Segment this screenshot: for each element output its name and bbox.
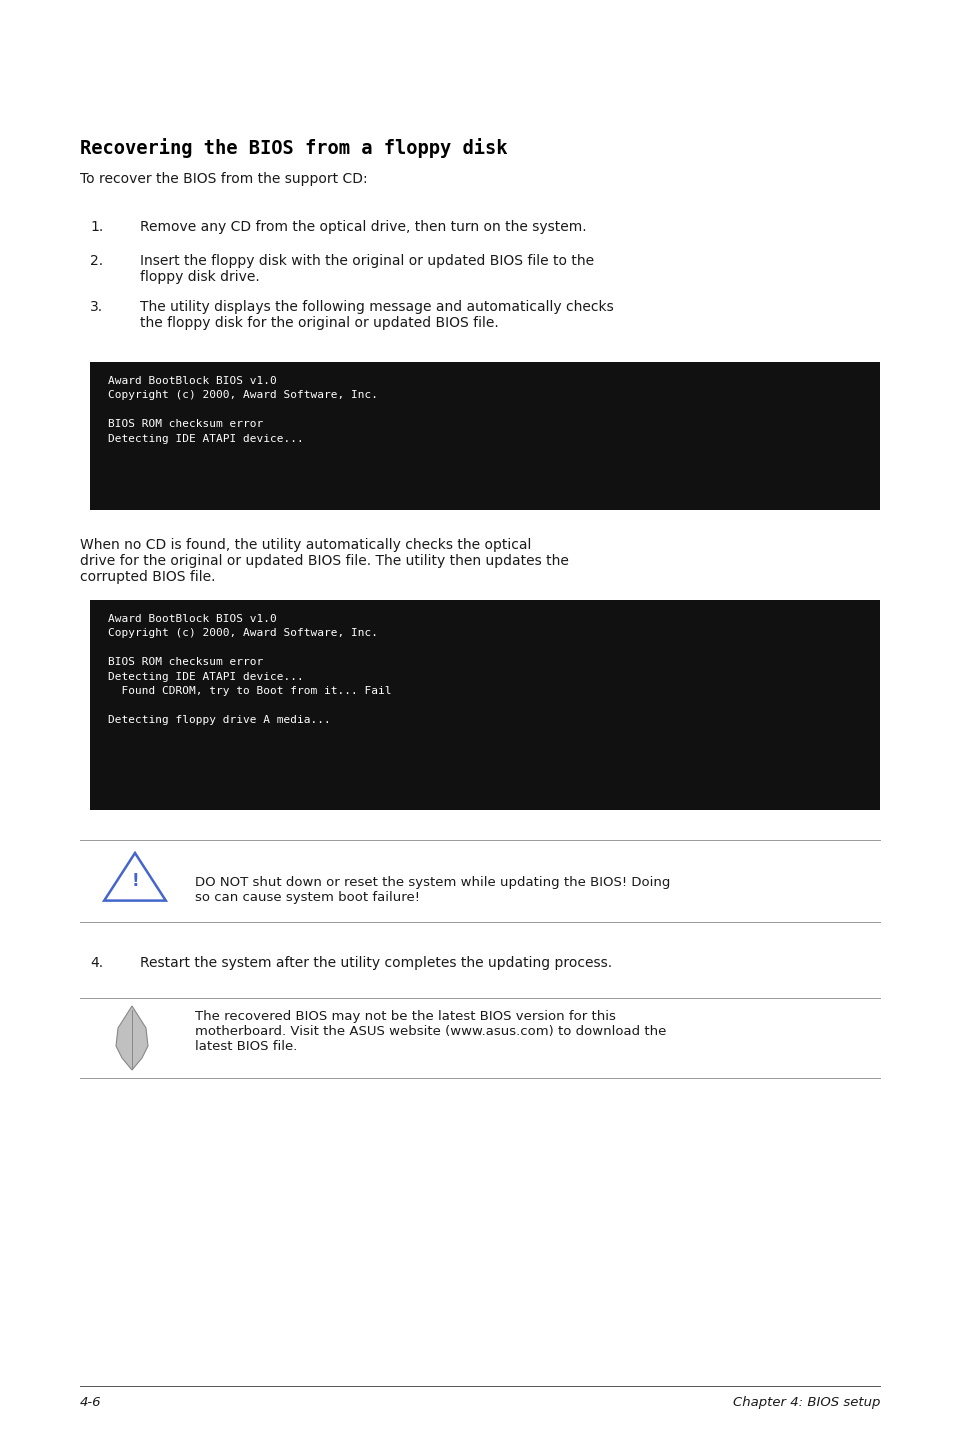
- Text: The recovered BIOS may not be the latest BIOS version for this
motherboard. Visi: The recovered BIOS may not be the latest…: [194, 1009, 666, 1053]
- Text: Insert the floppy disk with the original or updated BIOS file to the
floppy disk: Insert the floppy disk with the original…: [140, 255, 594, 285]
- Text: 4.: 4.: [90, 956, 103, 971]
- Polygon shape: [116, 1007, 148, 1070]
- FancyBboxPatch shape: [90, 362, 879, 510]
- Text: 1.: 1.: [90, 220, 103, 234]
- Polygon shape: [104, 853, 166, 900]
- Text: Award BootBlock BIOS v1.0
Copyright (c) 2000, Award Software, Inc.

BIOS ROM che: Award BootBlock BIOS v1.0 Copyright (c) …: [108, 614, 391, 725]
- Text: Remove any CD from the optical drive, then turn on the system.: Remove any CD from the optical drive, th…: [140, 220, 586, 234]
- Text: When no CD is found, the utility automatically checks the optical
drive for the : When no CD is found, the utility automat…: [80, 538, 568, 584]
- Text: To recover the BIOS from the support CD:: To recover the BIOS from the support CD:: [80, 173, 367, 186]
- Text: Restart the system after the utility completes the updating process.: Restart the system after the utility com…: [140, 956, 612, 971]
- FancyBboxPatch shape: [90, 600, 879, 810]
- Text: The utility displays the following message and automatically checks
the floppy d: The utility displays the following messa…: [140, 301, 613, 331]
- Text: 3.: 3.: [90, 301, 103, 313]
- Text: Chapter 4: BIOS setup: Chapter 4: BIOS setup: [732, 1396, 879, 1409]
- Text: DO NOT shut down or reset the system while updating the BIOS! Doing
so can cause: DO NOT shut down or reset the system whi…: [194, 876, 670, 905]
- Text: Recovering the BIOS from a floppy disk: Recovering the BIOS from a floppy disk: [80, 138, 507, 158]
- Text: Award BootBlock BIOS v1.0
Copyright (c) 2000, Award Software, Inc.

BIOS ROM che: Award BootBlock BIOS v1.0 Copyright (c) …: [108, 375, 377, 443]
- Text: 2.: 2.: [90, 255, 103, 267]
- Text: 4-6: 4-6: [80, 1396, 101, 1409]
- Text: !: !: [132, 871, 139, 890]
